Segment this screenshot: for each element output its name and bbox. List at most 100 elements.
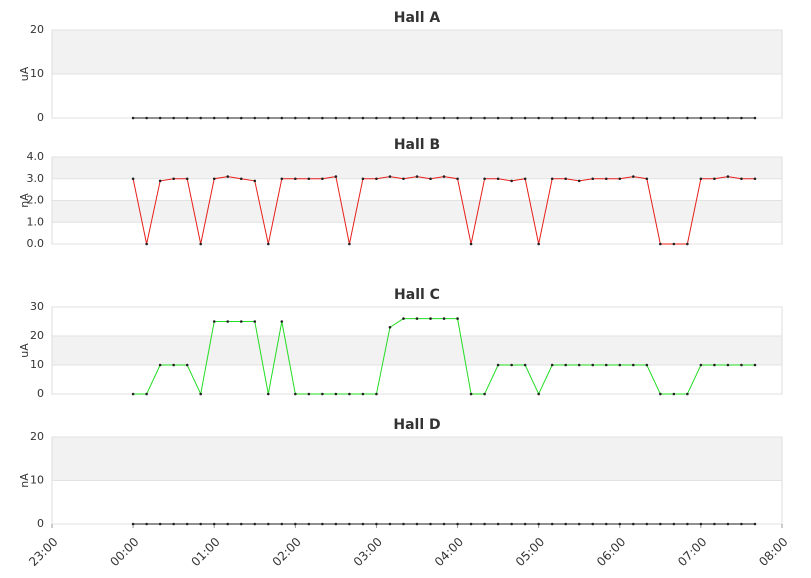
data-point: [185, 177, 189, 181]
data-point: [591, 522, 595, 526]
data-point: [659, 522, 662, 526]
data-point: [442, 116, 446, 120]
data-point: [686, 522, 689, 526]
data-point: [158, 179, 162, 183]
y-axis-label: nA: [18, 193, 31, 208]
data-point: [510, 363, 513, 367]
data-point: [753, 177, 757, 181]
y-axis-label: uA: [18, 343, 31, 358]
data-point: [686, 116, 689, 120]
data-point: [496, 116, 500, 120]
plot-band: [52, 200, 782, 223]
data-point: [564, 522, 568, 526]
data-point: [699, 177, 703, 181]
data-point: [361, 392, 365, 396]
data-point: [172, 177, 175, 181]
data-point: [280, 320, 284, 323]
data-point: [456, 317, 459, 320]
data-point: [266, 392, 270, 396]
data-point: [645, 116, 649, 120]
data-point: [415, 175, 419, 178]
data-point: [388, 175, 392, 178]
x-tick-label: 03:00: [351, 535, 385, 569]
data-point: [429, 522, 432, 526]
data-point: [523, 522, 527, 526]
y-tick-label: 10: [30, 474, 44, 487]
data-point: [361, 177, 365, 181]
data-point: [145, 392, 148, 396]
data-point: [226, 175, 230, 178]
data-point: [158, 363, 162, 367]
data-point: [375, 522, 378, 526]
data-point: [604, 177, 608, 181]
data-point: [726, 175, 730, 178]
data-point: [402, 116, 405, 120]
y-tick-label: 20: [30, 329, 44, 342]
data-point: [348, 242, 351, 246]
data-point: [523, 116, 527, 120]
y-tick-label: 10: [30, 67, 44, 80]
data-point: [591, 363, 595, 367]
data-point: [172, 116, 175, 120]
data-point: [280, 522, 284, 526]
y-tick-label: 2.0: [27, 194, 45, 207]
data-point: [726, 522, 730, 526]
data-point: [604, 522, 608, 526]
y-tick-label: 0: [37, 387, 44, 400]
data-point: [348, 116, 351, 120]
data-point: [469, 242, 473, 246]
data-point: [131, 177, 135, 181]
data-point: [239, 320, 243, 323]
data-point: [307, 116, 311, 120]
data-point: [294, 392, 297, 396]
data-point: [185, 363, 189, 367]
data-point: [686, 392, 689, 396]
data-point: [307, 392, 311, 396]
data-point: [280, 116, 284, 120]
data-point: [618, 116, 622, 120]
data-point: [577, 116, 581, 120]
data-point: [375, 177, 378, 181]
data-point: [334, 175, 338, 178]
data-point: [604, 363, 608, 367]
data-point: [604, 116, 608, 120]
data-point: [672, 242, 676, 246]
data-point: [577, 179, 581, 183]
data-point: [212, 522, 216, 526]
data-point: [415, 116, 419, 120]
data-point: [753, 522, 757, 526]
data-point: [631, 175, 635, 178]
data-point: [239, 522, 243, 526]
data-point: [212, 320, 216, 323]
data-point: [253, 522, 257, 526]
plot-band: [52, 336, 782, 365]
data-point: [672, 392, 676, 396]
data-point: [510, 179, 513, 183]
data-point: [415, 522, 419, 526]
data-point: [713, 177, 716, 181]
data-point: [713, 363, 716, 367]
x-tick-label: 23:00: [26, 535, 60, 569]
data-point: [456, 116, 459, 120]
y-tick-label: 4.0: [27, 150, 45, 163]
data-point: [550, 363, 554, 367]
data-point: [226, 522, 230, 526]
data-point: [591, 177, 595, 181]
data-point: [469, 116, 473, 120]
data-point: [442, 317, 446, 320]
data-point: [631, 522, 635, 526]
data-point: [740, 116, 743, 120]
data-point: [618, 363, 622, 367]
data-point: [185, 116, 189, 120]
data-point: [740, 363, 743, 367]
x-tick-label: 06:00: [594, 535, 628, 569]
data-point: [496, 177, 500, 181]
data-point: [266, 116, 270, 120]
y-tick-label: 20: [30, 23, 44, 36]
data-point: [753, 116, 757, 120]
data-point: [145, 522, 148, 526]
data-point: [699, 522, 703, 526]
data-point: [253, 116, 257, 120]
data-point: [334, 522, 338, 526]
data-point: [631, 363, 635, 367]
